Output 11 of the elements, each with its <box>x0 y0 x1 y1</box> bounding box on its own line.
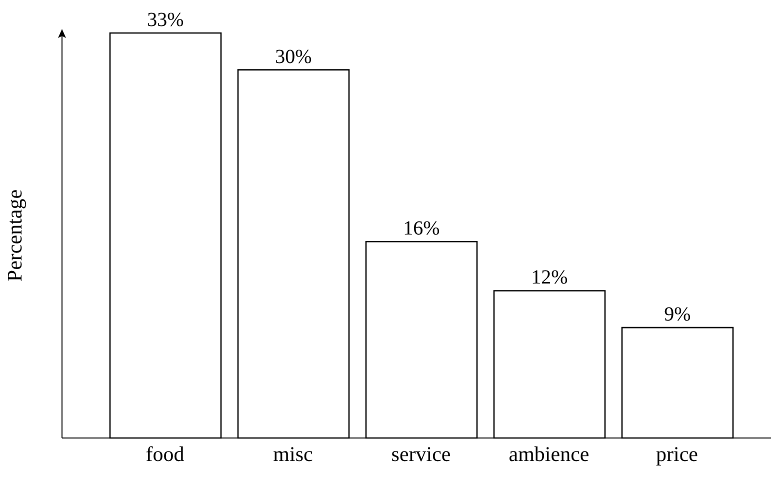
y-axis-title: Percentage <box>2 189 26 282</box>
x-tick-label: ambience <box>508 442 590 466</box>
x-tick-label: price <box>656 442 698 466</box>
x-tick-label: service <box>391 442 451 466</box>
data-label: 12% <box>531 266 568 289</box>
x-tick-label: food <box>146 442 185 466</box>
data-label: 9% <box>664 304 691 326</box>
data-label: 16% <box>403 218 440 240</box>
x-tick-label: misc <box>273 442 313 466</box>
data-label: 30% <box>275 46 312 68</box>
data-label: 33% <box>147 9 184 31</box>
